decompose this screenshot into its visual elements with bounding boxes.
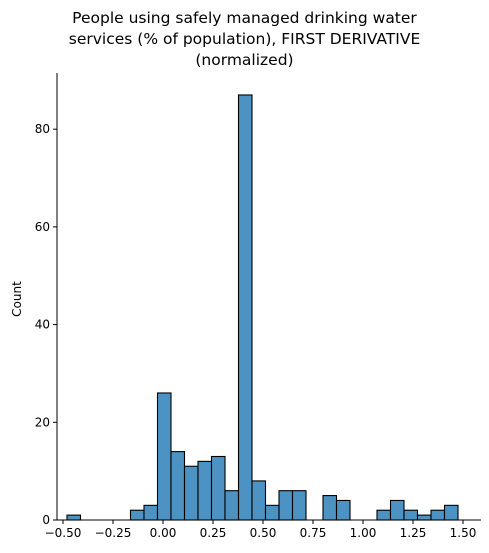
histogram-bar (278, 490, 294, 521)
chart-title-line-2: services (% of population), FIRST DERIVA… (68, 30, 421, 48)
histogram-bar (170, 451, 186, 521)
histogram-bar (291, 490, 307, 521)
y-tick-label: 80 (35, 122, 50, 136)
histogram-bar (66, 514, 82, 521)
y-axis-label: Count (10, 281, 24, 317)
histogram-bar (224, 490, 240, 521)
x-tick-label: 0.50 (250, 526, 277, 540)
histogram-bar (403, 509, 419, 521)
histogram-bar (416, 514, 432, 521)
x-tick-label: 0.00 (150, 526, 177, 540)
x-tick-label: 1.25 (400, 526, 427, 540)
x-tick-label: 0.25 (200, 526, 227, 540)
histogram-bar (443, 504, 459, 521)
histogram-bar (264, 504, 280, 521)
histogram-bar (389, 499, 405, 521)
y-tick-label: 40 (35, 318, 50, 332)
chart-title-line-1: People using safely managed drinking wat… (72, 9, 417, 27)
histogram-bar (197, 460, 213, 521)
histogram-bar (430, 509, 446, 521)
x-tick-label: 1.00 (350, 526, 377, 540)
chart-title-line-3: (normalized) (195, 51, 294, 69)
histogram-bar (156, 392, 172, 521)
x-tick-label: −0.25 (95, 526, 132, 540)
bars-layer (66, 94, 459, 521)
x-tick-label: 1.50 (450, 526, 477, 540)
histogram-bar (183, 465, 199, 521)
y-tick-label: 60 (35, 220, 50, 234)
y-tick-label: 0 (42, 513, 50, 527)
histogram-bar (376, 509, 392, 521)
x-tick-label: −0.50 (45, 526, 82, 540)
axes-layer: −0.50 −0.25 0.00 0.25 0.50 0.75 1.00 1.25 1.50 0 2… (35, 73, 481, 540)
histogram-bar (129, 509, 145, 521)
histogram-bar (335, 499, 351, 521)
histogram-bar (237, 94, 253, 521)
x-tick-label: 0.75 (300, 526, 327, 540)
histogram-bar (322, 495, 338, 521)
y-tick-label: 20 (35, 415, 50, 429)
histogram-bar (210, 455, 226, 521)
histogram-bar (143, 504, 159, 521)
histogram-bar (251, 480, 267, 521)
